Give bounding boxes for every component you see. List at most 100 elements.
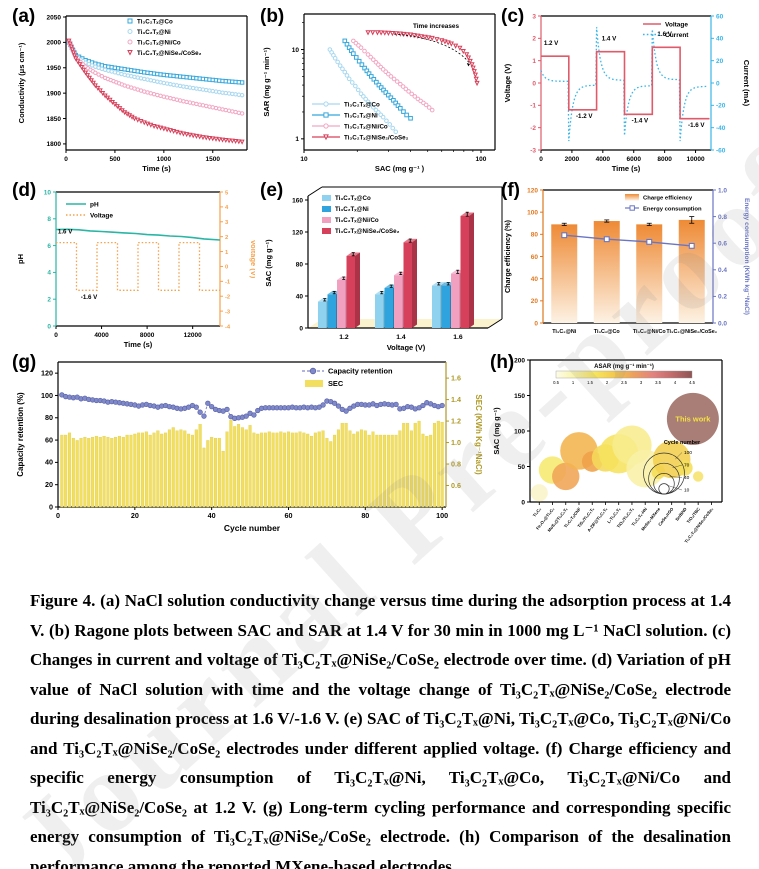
svg-text:12000: 12000 — [184, 332, 202, 339]
e-bar-0-0 — [318, 301, 327, 328]
svg-text:40: 40 — [531, 276, 539, 283]
g-x-axis-label: Cycle number — [224, 523, 281, 533]
f-cat-3: Ti₃C₂@NiSe₂/CoSe₂ — [666, 329, 717, 335]
svg-text:0.8: 0.8 — [451, 459, 461, 468]
svg-text:1800: 1800 — [47, 141, 62, 148]
e-bar-0-1 — [327, 294, 336, 328]
b-legend-2: Ti₃C₂Tₓ@Ni/Co — [344, 123, 388, 130]
panel-a-label: (a) — [12, 6, 36, 27]
svg-text:80: 80 — [296, 261, 304, 268]
svg-text:1.4: 1.4 — [451, 395, 461, 404]
e-bar-1-1 — [384, 288, 393, 328]
svg-text:60: 60 — [284, 511, 292, 520]
conductivity-vs-time-chart: 0 500 1000 1500 1800 1850 1900 1950 2000 2050 Time… — [17, 14, 248, 173]
svg-text:8000: 8000 — [140, 332, 155, 339]
svg-text:10000: 10000 — [687, 156, 705, 163]
svg-text:1850: 1850 — [47, 116, 62, 123]
svg-text:0: 0 — [299, 325, 303, 332]
svg-text:20: 20 — [531, 298, 539, 305]
svg-text:1.5: 1.5 — [587, 380, 593, 385]
svg-text:1000: 1000 — [157, 156, 172, 163]
svg-text:20: 20 — [45, 480, 53, 489]
f-legend-bars: Charge efficiency — [643, 196, 693, 202]
svg-text:120: 120 — [527, 187, 538, 194]
panel-d: 0 4000 8000 12000 0 2 4 6 8 10 -4 -3 -2 -1 0 1 2 3 4 5 Time … — [8, 178, 255, 352]
panel-b: 10 100 1 10 SAC (mg g⁻¹ ) SAR (mg g⁻¹ min⁻¹) T… — [256, 4, 503, 178]
svg-text:-40: -40 — [716, 125, 726, 132]
svg-text:20: 20 — [716, 58, 724, 65]
figure-4-panels: (a) (b) (c) (d) (e) (f) (g) (h) 0 500 1000… — [8, 4, 759, 566]
svg-text:8: 8 — [47, 216, 51, 223]
a-legend-1: Ti₃C₂Tₓ@Ni — [137, 29, 171, 36]
f-energy-line — [564, 234, 692, 247]
svg-text:4000: 4000 — [94, 332, 109, 339]
d-legend-0: pH — [90, 201, 99, 208]
svg-text:1.0: 1.0 — [451, 438, 461, 447]
svg-text:2: 2 — [47, 297, 51, 304]
svg-text:0: 0 — [56, 511, 60, 520]
svg-text:150: 150 — [514, 393, 525, 400]
svg-text:0: 0 — [54, 332, 58, 339]
svg-text:70: 70 — [684, 463, 690, 469]
f-legend-line: Energy consumption — [643, 207, 702, 213]
svg-text:2: 2 — [606, 380, 609, 385]
svg-text:2: 2 — [532, 36, 536, 43]
svg-text:0.0: 0.0 — [718, 320, 727, 327]
svg-text:1.2: 1.2 — [451, 416, 461, 425]
svg-text:100: 100 — [684, 450, 692, 456]
svg-text:40: 40 — [208, 511, 216, 520]
e-bar-2-0 — [432, 285, 441, 328]
svg-text:4: 4 — [674, 380, 677, 385]
charge-efficiency-chart: 0 20 40 60 80 100 120 0.0 0.2 0.4 0.6 0.8 1.0 Charge … — [503, 187, 750, 335]
svg-text:0: 0 — [521, 499, 525, 506]
f-cat-2: Ti₃C₂@Ni/Co — [633, 329, 667, 335]
b-legend-3: Ti₃C₂Tₓ@NiSe₂/CoSe₂ — [344, 134, 409, 141]
svg-text:40: 40 — [684, 475, 690, 481]
g-right-axis-label: SEC (KWh Kg⁻¹NaCl) — [474, 394, 483, 475]
svg-text:1: 1 — [572, 380, 575, 385]
f-bar-3 — [678, 219, 705, 323]
c-right-axis-label: Current (mA) — [742, 60, 751, 107]
panel-a: 0 500 1000 1500 1800 1850 1900 1950 2000 2050 Time… — [8, 4, 255, 178]
svg-text:3: 3 — [640, 380, 643, 385]
g-legend-retention: Capacity retention — [328, 367, 393, 376]
e-legend-0: Ti₃C₂Tₓ@Co — [335, 195, 371, 202]
c-x-axis-label: Time (s) — [612, 164, 641, 173]
a-legend-2: Ti₃C₂Tₓ@Ni/Co — [137, 40, 181, 47]
h-bubble-0 — [530, 484, 548, 502]
svg-text:0.5: 0.5 — [553, 380, 559, 385]
svg-text:0.6: 0.6 — [451, 481, 461, 490]
svg-text:0: 0 — [49, 502, 53, 511]
panel-h-label: (h) — [490, 352, 515, 373]
mxene-comparison-bubble-chart: 0 50 100 150 200 SAC (mg g⁻¹) ASAR (mg g⁻¹ min… — [492, 357, 723, 544]
svg-text:4000: 4000 — [596, 156, 611, 163]
c-vlabel-3: -1.2 V — [576, 113, 593, 120]
svg-text:60: 60 — [716, 13, 724, 20]
h-bubble-2 — [552, 462, 580, 491]
e-bar-2-2 — [451, 273, 460, 328]
panel-b-label: (b) — [260, 6, 285, 27]
panel-g: 0 20 40 60 80 100 0 20 40 60 80 100 120 0.6 0.8 1.0 1.2 1… — [8, 352, 490, 566]
f-cat-1: Ti₃C₂@Co — [594, 329, 621, 335]
panel-h: 0 50 100 150 200 SAC (mg g⁻¹) ASAR (mg g⁻¹ min… — [486, 352, 757, 566]
e-x-axis-label: Voltage (V) — [387, 343, 426, 352]
svg-text:100: 100 — [476, 156, 487, 163]
svg-text:2: 2 — [225, 235, 228, 241]
e-cat-2: 1.6 — [453, 334, 463, 341]
d-voltage-curve — [56, 241, 220, 291]
svg-text:0.2: 0.2 — [718, 294, 727, 301]
svg-text:-1: -1 — [225, 280, 231, 286]
panel-f: 0 20 40 60 80 100 120 0.0 0.2 0.4 0.6 0.8 1.0 Charge … — [497, 178, 759, 352]
svg-text:8000: 8000 — [657, 156, 672, 163]
g-left-axis-label: Capacity retention (%) — [16, 392, 25, 477]
svg-text:40: 40 — [716, 36, 724, 43]
h-this-work-label: This work — [675, 414, 711, 423]
svg-text:1: 1 — [532, 58, 536, 65]
d-right-axis-label: Voltage (V) — [249, 240, 255, 279]
svg-text:1900: 1900 — [47, 90, 62, 97]
e-legend-2: Ti₃C₂Tₓ@Ni/Co — [335, 217, 379, 224]
svg-text:5: 5 — [225, 190, 229, 196]
svg-text:2000: 2000 — [565, 156, 580, 163]
a-legend-0: Ti₃C₂Tₓ@Co — [137, 19, 173, 26]
svg-text:160: 160 — [292, 197, 303, 204]
